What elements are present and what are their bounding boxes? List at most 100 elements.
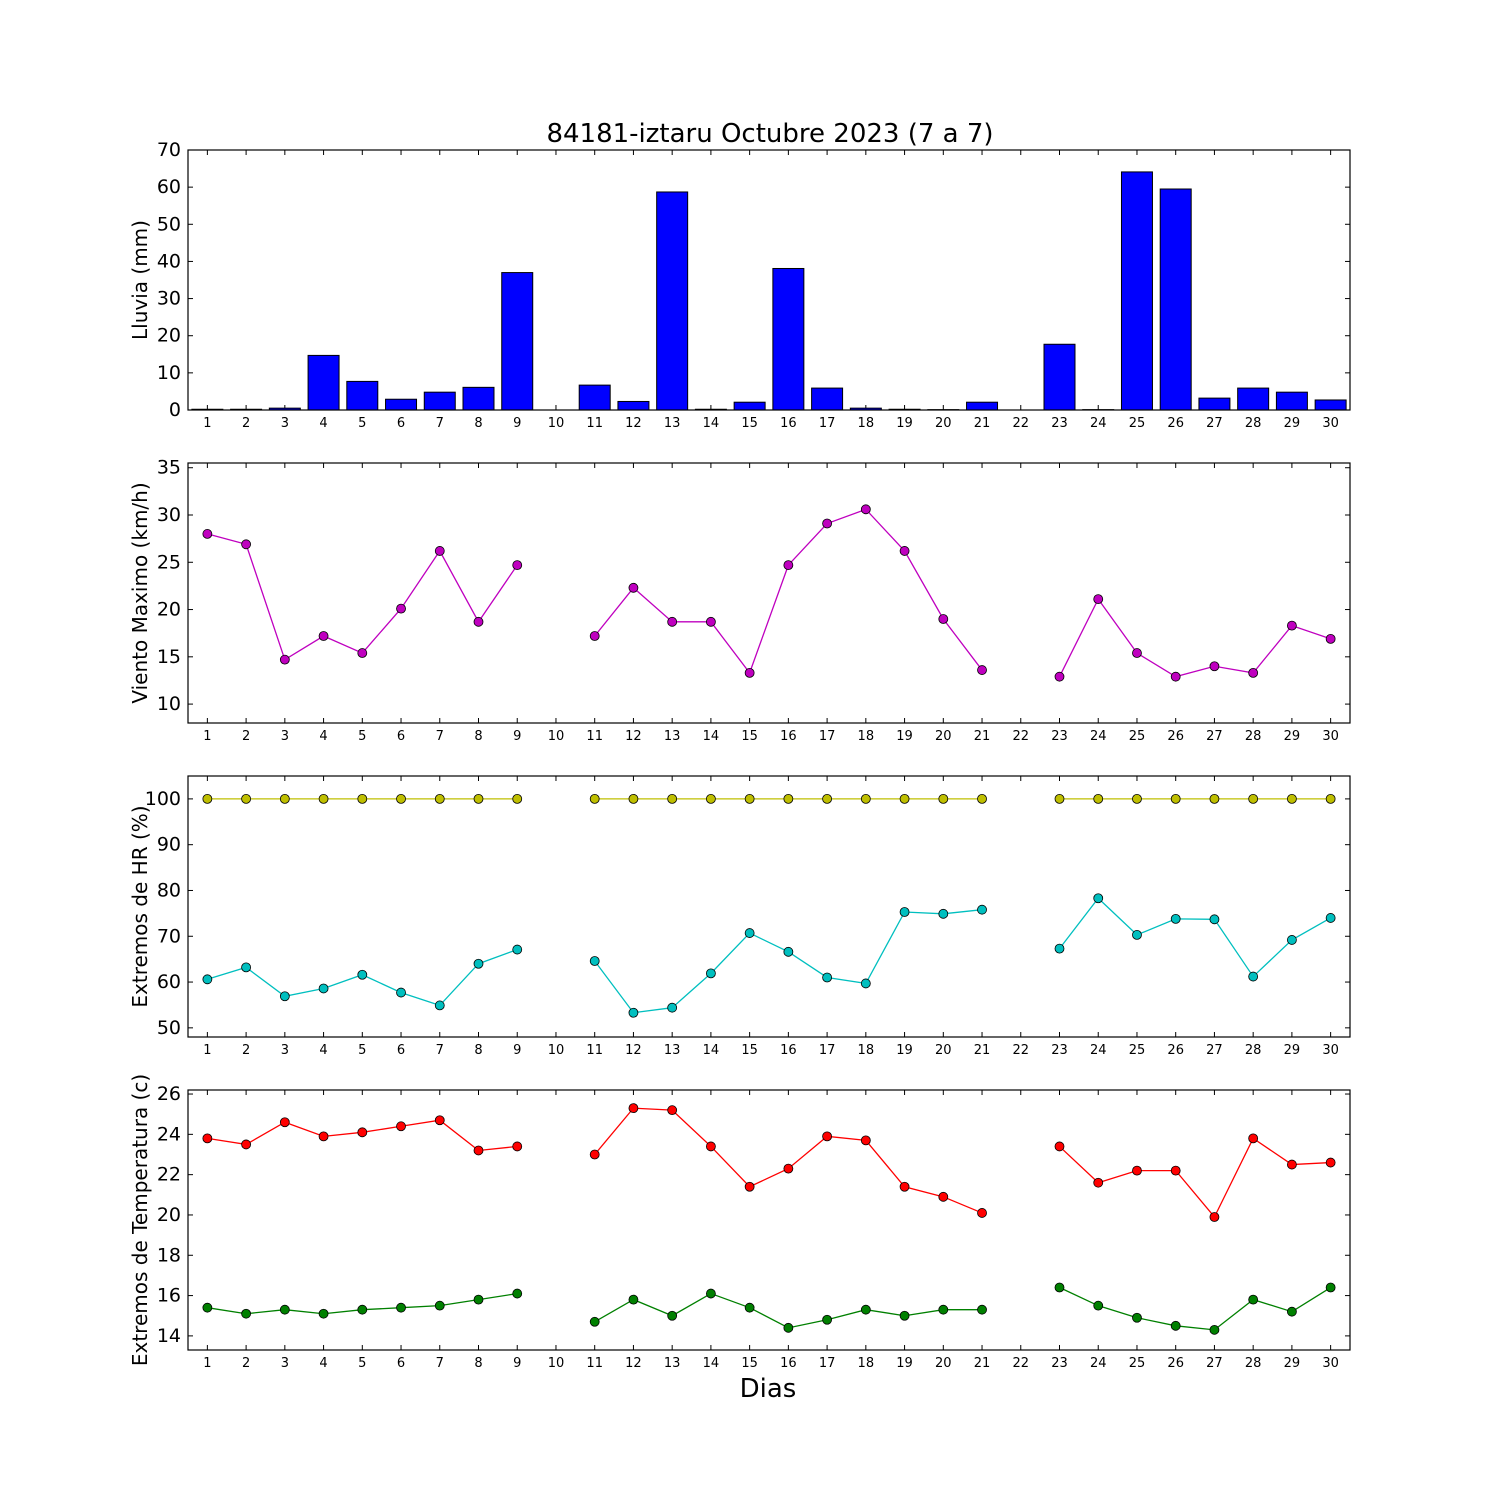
x-tick-label-viento: 2 (242, 729, 250, 744)
point-temperatura-1-day-17 (822, 1314, 832, 1325)
point-hr-1-day-12 (628, 1007, 639, 1018)
x-tick-label-viento: 20 (935, 729, 952, 744)
bar-day-4 (307, 354, 340, 411)
plot-frame-temperatura (187, 1089, 1351, 1351)
x-tick-label-temperatura: 25 (1129, 1356, 1146, 1371)
x-tick-label-lluvia: 23 (1051, 416, 1068, 431)
x-tick-label-lluvia: 21 (974, 416, 991, 431)
y-tick-label-temperatura: 14 (157, 1325, 181, 1347)
x-tick-label-lluvia: 24 (1090, 416, 1107, 431)
point-hr-1-day-30 (1325, 913, 1336, 923)
x-tick-label-lluvia: 29 (1284, 416, 1301, 431)
point-hr-1-day-16 (783, 946, 794, 957)
point-temperatura-1-day-27 (1209, 1324, 1220, 1335)
x-tick-label-lluvia: 2 (242, 416, 250, 431)
x-tick-label-viento: 14 (703, 729, 720, 744)
y-tick-label-lluvia: 10 (157, 362, 181, 384)
x-tick-label-hr: 5 (358, 1043, 366, 1058)
x-tick-label-lluvia: 19 (896, 416, 913, 431)
point-temperatura-0-day-4 (318, 1131, 329, 1142)
y-tick-label-lluvia: 30 (157, 288, 181, 310)
point-hr-0-day-15 (744, 793, 755, 804)
point-viento-0-day-24 (1093, 594, 1104, 605)
y-tick-label-temperatura: 18 (157, 1244, 181, 1266)
x-tick-label-lluvia: 11 (586, 416, 603, 431)
point-viento-0-day-4 (318, 631, 329, 641)
x-tick-label-lluvia: 14 (703, 416, 720, 431)
x-tick-label-temperatura: 19 (896, 1356, 913, 1371)
x-tick-label-temperatura: 13 (664, 1356, 681, 1371)
point-viento-0-day-20 (938, 614, 949, 624)
bar-day-21 (966, 401, 999, 411)
point-temperatura-0-day-25 (1132, 1165, 1142, 1176)
y-tick-label-lluvia: 70 (157, 139, 181, 161)
x-tick-label-lluvia: 7 (436, 416, 444, 431)
x-tick-label-viento: 19 (896, 729, 913, 744)
point-hr-0-day-2 (241, 793, 252, 804)
bar-day-25 (1120, 171, 1153, 411)
y-tick-label-temperatura: 24 (157, 1123, 181, 1145)
x-tick-label-temperatura: 8 (474, 1356, 482, 1371)
point-temperatura-1-day-25 (1132, 1312, 1142, 1323)
x-tick-label-temperatura: 3 (281, 1356, 289, 1371)
x-tick-label-hr: 26 (1167, 1043, 1184, 1058)
x-tick-label-temperatura: 23 (1051, 1356, 1068, 1371)
y-tick-label-temperatura: 22 (157, 1164, 181, 1186)
point-temperatura-0-day-15 (744, 1181, 755, 1192)
x-tick-label-hr: 21 (974, 1043, 991, 1058)
y-tick-label-viento: 10 (157, 693, 181, 715)
bar-day-27 (1198, 397, 1231, 411)
y-tick-label-temperatura: 16 (157, 1285, 181, 1307)
point-temperatura-1-day-30 (1325, 1282, 1336, 1293)
point-temperatura-1-day-3 (279, 1304, 290, 1315)
point-hr-1-day-8 (473, 958, 484, 969)
point-temperatura-0-day-19 (899, 1181, 910, 1192)
y-tick-label-hr: 80 (157, 879, 181, 901)
point-temperatura-1-day-12 (628, 1294, 639, 1305)
point-hr-0-day-25 (1132, 793, 1142, 804)
point-temperatura-0-day-30 (1325, 1157, 1336, 1168)
bar-day-12 (617, 400, 650, 411)
x-tick-label-hr: 13 (664, 1043, 681, 1058)
point-temperatura-0-day-12 (628, 1103, 639, 1114)
x-tick-label-lluvia: 22 (1012, 416, 1029, 431)
x-tick-label-viento: 28 (1245, 729, 1262, 744)
point-viento-0-day-11 (589, 631, 600, 641)
bar-day-29 (1275, 391, 1308, 411)
x-tick-label-temperatura: 29 (1284, 1356, 1301, 1371)
y-tick-label-hr: 60 (157, 971, 181, 993)
x-tick-label-lluvia: 26 (1167, 416, 1184, 431)
x-tick-label-hr: 2 (242, 1043, 250, 1058)
point-temperatura-0-day-24 (1093, 1177, 1104, 1188)
bar-day-15 (733, 401, 766, 411)
point-temperatura-1-day-19 (899, 1310, 910, 1321)
y-tick-label-lluvia: 20 (157, 325, 181, 347)
y-tick-label-hr: 50 (157, 1017, 181, 1039)
point-hr-1-day-6 (396, 987, 406, 998)
x-tick-label-viento: 3 (281, 729, 289, 744)
point-hr-1-day-17 (822, 972, 832, 983)
bar-day-17 (811, 387, 844, 411)
x-tick-label-viento: 30 (1322, 729, 1339, 744)
bar-day-6 (385, 398, 418, 411)
bar-day-9 (501, 272, 534, 411)
point-temperatura-0-day-2 (241, 1139, 252, 1150)
x-tick-label-temperatura: 20 (935, 1356, 952, 1371)
x-tick-label-temperatura: 30 (1322, 1356, 1339, 1371)
point-temperatura-0-day-23 (1054, 1141, 1065, 1152)
point-hr-0-day-23 (1054, 793, 1065, 804)
x-tick-label-lluvia: 3 (281, 416, 289, 431)
x-tick-label-viento: 4 (319, 729, 327, 744)
x-axis-label: Dias (740, 1374, 797, 1404)
point-hr-1-day-18 (860, 978, 871, 989)
point-temperatura-0-day-13 (667, 1105, 678, 1116)
x-tick-label-viento: 26 (1167, 729, 1184, 744)
y-axis-label-hr: Extremos de HR (%) (128, 805, 152, 1007)
x-tick-label-temperatura: 24 (1090, 1356, 1107, 1371)
x-tick-label-temperatura: 22 (1012, 1356, 1029, 1371)
x-tick-label-hr: 9 (513, 1043, 521, 1058)
x-tick-label-viento: 27 (1206, 729, 1223, 744)
x-tick-label-temperatura: 18 (858, 1356, 875, 1371)
x-tick-label-lluvia: 6 (397, 416, 405, 431)
